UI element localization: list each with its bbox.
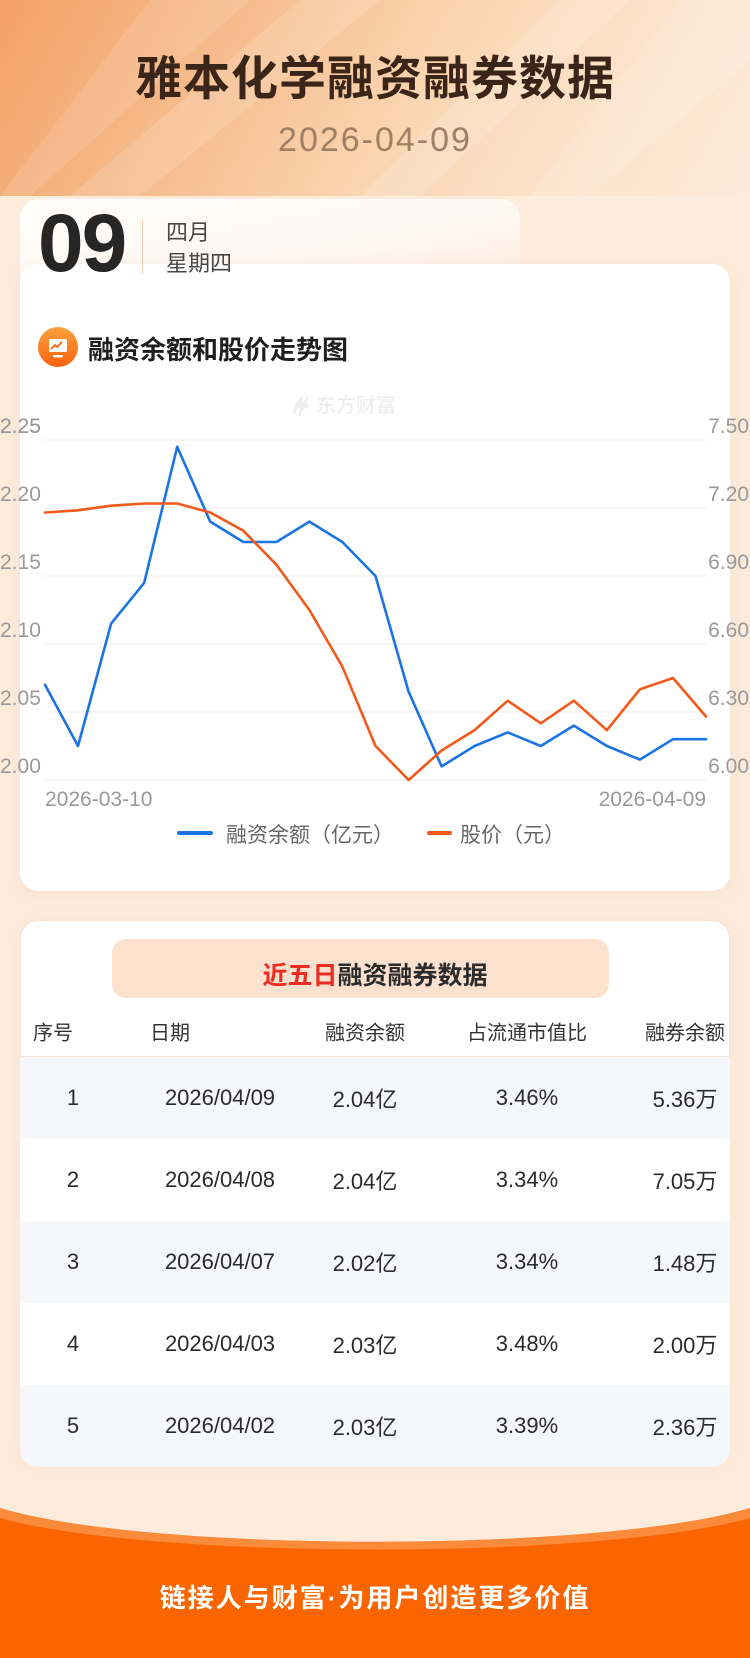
svg-text:6.90: 6.90 xyxy=(708,551,749,574)
svg-text:6.00: 6.00 xyxy=(708,755,749,778)
svg-text:7.20: 7.20 xyxy=(708,483,749,506)
svg-text:2.00: 2.00 xyxy=(0,755,41,778)
svg-text:2026-04-09: 2026-04-09 xyxy=(599,788,706,810)
svg-text:6.60: 6.60 xyxy=(708,619,749,642)
svg-text:2.20: 2.20 xyxy=(0,483,41,506)
svg-text:2.05: 2.05 xyxy=(0,687,41,710)
svg-text:2.15: 2.15 xyxy=(0,551,41,574)
svg-text:7.50: 7.50 xyxy=(708,415,749,438)
svg-text:2.25: 2.25 xyxy=(0,415,41,438)
svg-text:2.10: 2.10 xyxy=(0,619,41,642)
svg-text:2026-03-10: 2026-03-10 xyxy=(45,788,152,810)
svg-text:6.30: 6.30 xyxy=(708,687,749,710)
